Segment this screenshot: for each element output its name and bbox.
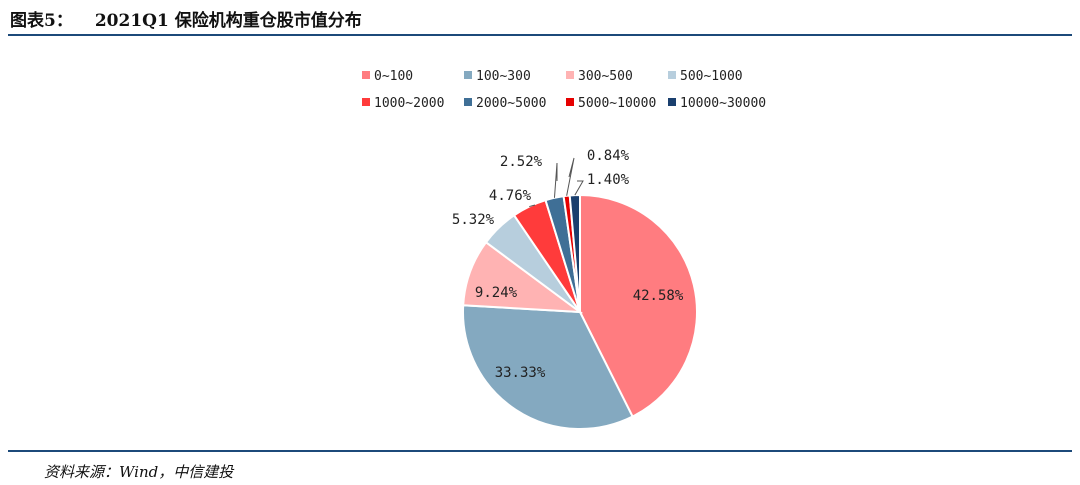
- legend-label-1000-2000: 1000~2000: [374, 96, 444, 111]
- pie-slices: [462, 193, 698, 430]
- data-labels: 42.58% 33.33% 9.24% 5.32% 4.76% 2.52% 0.84% 1.4…: [452, 148, 684, 381]
- leader-line-1000-2000: [529, 204, 536, 208]
- legend-label-100-300: 100~300: [476, 69, 531, 84]
- legend-swatch-1000-2000: [362, 98, 370, 106]
- legend-swatch-5000-10000: [566, 98, 574, 106]
- legend-swatch-300-500: [566, 71, 574, 79]
- top-rule: [8, 34, 1072, 36]
- legend-swatch-500-1000: [668, 71, 676, 79]
- bottom-rule: [8, 450, 1072, 452]
- leader-line-10000-30000: [574, 180, 584, 196]
- legend-label-300-500: 300~500: [578, 69, 633, 84]
- chart-legend: 0~100 100~300 300~500 500~1000 1000~2000 2000…: [362, 69, 766, 111]
- legend-swatch-0-100: [362, 71, 370, 79]
- legend-label-10000-30000: 10000~30000: [680, 96, 766, 111]
- data-label-100-300: 33.33%: [495, 365, 546, 381]
- data-label-10000-30000: 1.40%: [587, 172, 630, 188]
- legend-label-2000-5000: 2000~5000: [476, 96, 546, 111]
- legend-label-5000-10000: 5000~10000: [578, 96, 656, 111]
- legend-label-0-100: 0~100: [374, 69, 413, 84]
- figure-number: 图表5：: [10, 11, 73, 31]
- figure-title-text: 2021Q1 保险机构重仓股市值分布: [94, 11, 362, 31]
- pie-slice-100-300: [462, 304, 634, 430]
- data-label-300-500: 9.24%: [475, 285, 518, 301]
- pie-slice-0-100: [579, 193, 698, 418]
- data-label-500-1000: 5.32%: [452, 212, 495, 228]
- data-label-2000-5000: 2.52%: [500, 154, 543, 170]
- legend-label-500-1000: 500~1000: [680, 69, 743, 84]
- leader-line-5000-10000: [566, 157, 575, 196]
- legend-swatch-2000-5000: [464, 98, 472, 106]
- source-note: 资料来源：Wind，中信建投: [44, 463, 234, 481]
- leader-line-2000-5000: [553, 162, 558, 198]
- data-label-1000-2000: 4.76%: [489, 188, 532, 204]
- legend-swatch-10000-30000: [668, 98, 676, 106]
- data-label-5000-10000: 0.84%: [587, 148, 630, 164]
- legend-swatch-100-300: [464, 71, 472, 79]
- data-label-0-100: 42.58%: [633, 288, 684, 304]
- figure-title: 图表5： 2021Q1 保险机构重仓股市值分布: [10, 6, 362, 31]
